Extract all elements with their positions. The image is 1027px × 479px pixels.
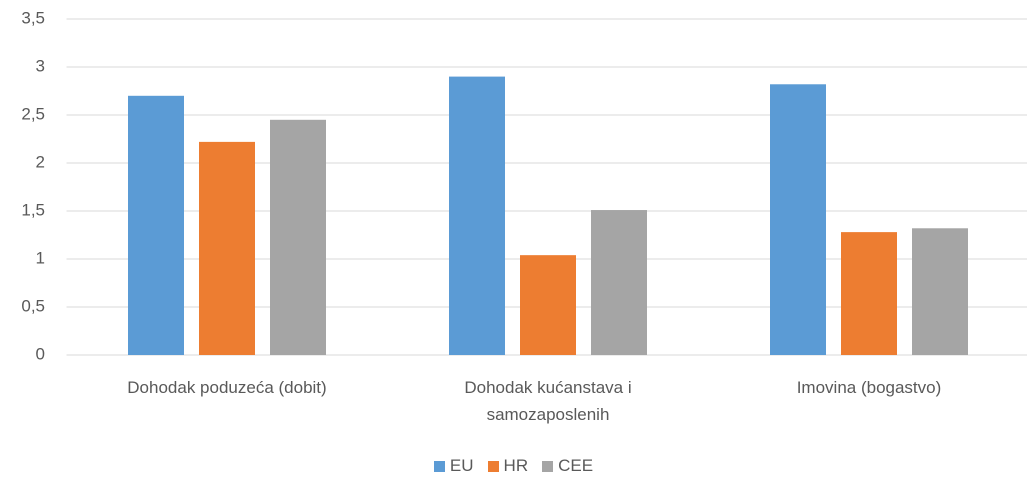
y-tick-label: 3,5 <box>21 8 45 27</box>
y-tick-label: 2,5 <box>21 104 45 123</box>
legend-label: CEE <box>558 456 594 475</box>
y-tick-label: 3 <box>36 56 45 75</box>
bar <box>591 210 647 355</box>
legend-swatch <box>487 460 499 472</box>
legend-item: CEE <box>542 456 593 476</box>
y-tick-label: 0,5 <box>21 296 45 315</box>
x-tick-label: Dohodak kućanstava i samozaposlenih <box>464 378 632 424</box>
y-tick-label: 1 <box>36 248 45 267</box>
bar <box>770 84 826 355</box>
legend-swatch <box>542 460 554 472</box>
legend-item: EU <box>433 456 474 476</box>
legend-label: EU <box>449 456 474 475</box>
legend-item: HR <box>487 456 529 476</box>
y-tick-label: 0 <box>36 344 45 363</box>
bar <box>520 255 576 355</box>
x-tick-label: Imovina (bogastvo) <box>796 378 942 397</box>
x-tick-label: Dohodak poduzeća (dobit) <box>127 378 327 397</box>
bar <box>912 228 968 355</box>
bar <box>128 95 184 356</box>
y-tick-label: 1,5 <box>21 200 45 219</box>
legend-label: HR <box>503 456 529 475</box>
bar <box>270 119 326 355</box>
legend: EU HR CEE <box>0 456 1027 476</box>
bar <box>449 76 505 355</box>
bar <box>199 141 255 355</box>
bar <box>841 232 897 355</box>
y-tick-label: 2 <box>36 152 45 171</box>
legend-swatch <box>433 460 445 472</box>
